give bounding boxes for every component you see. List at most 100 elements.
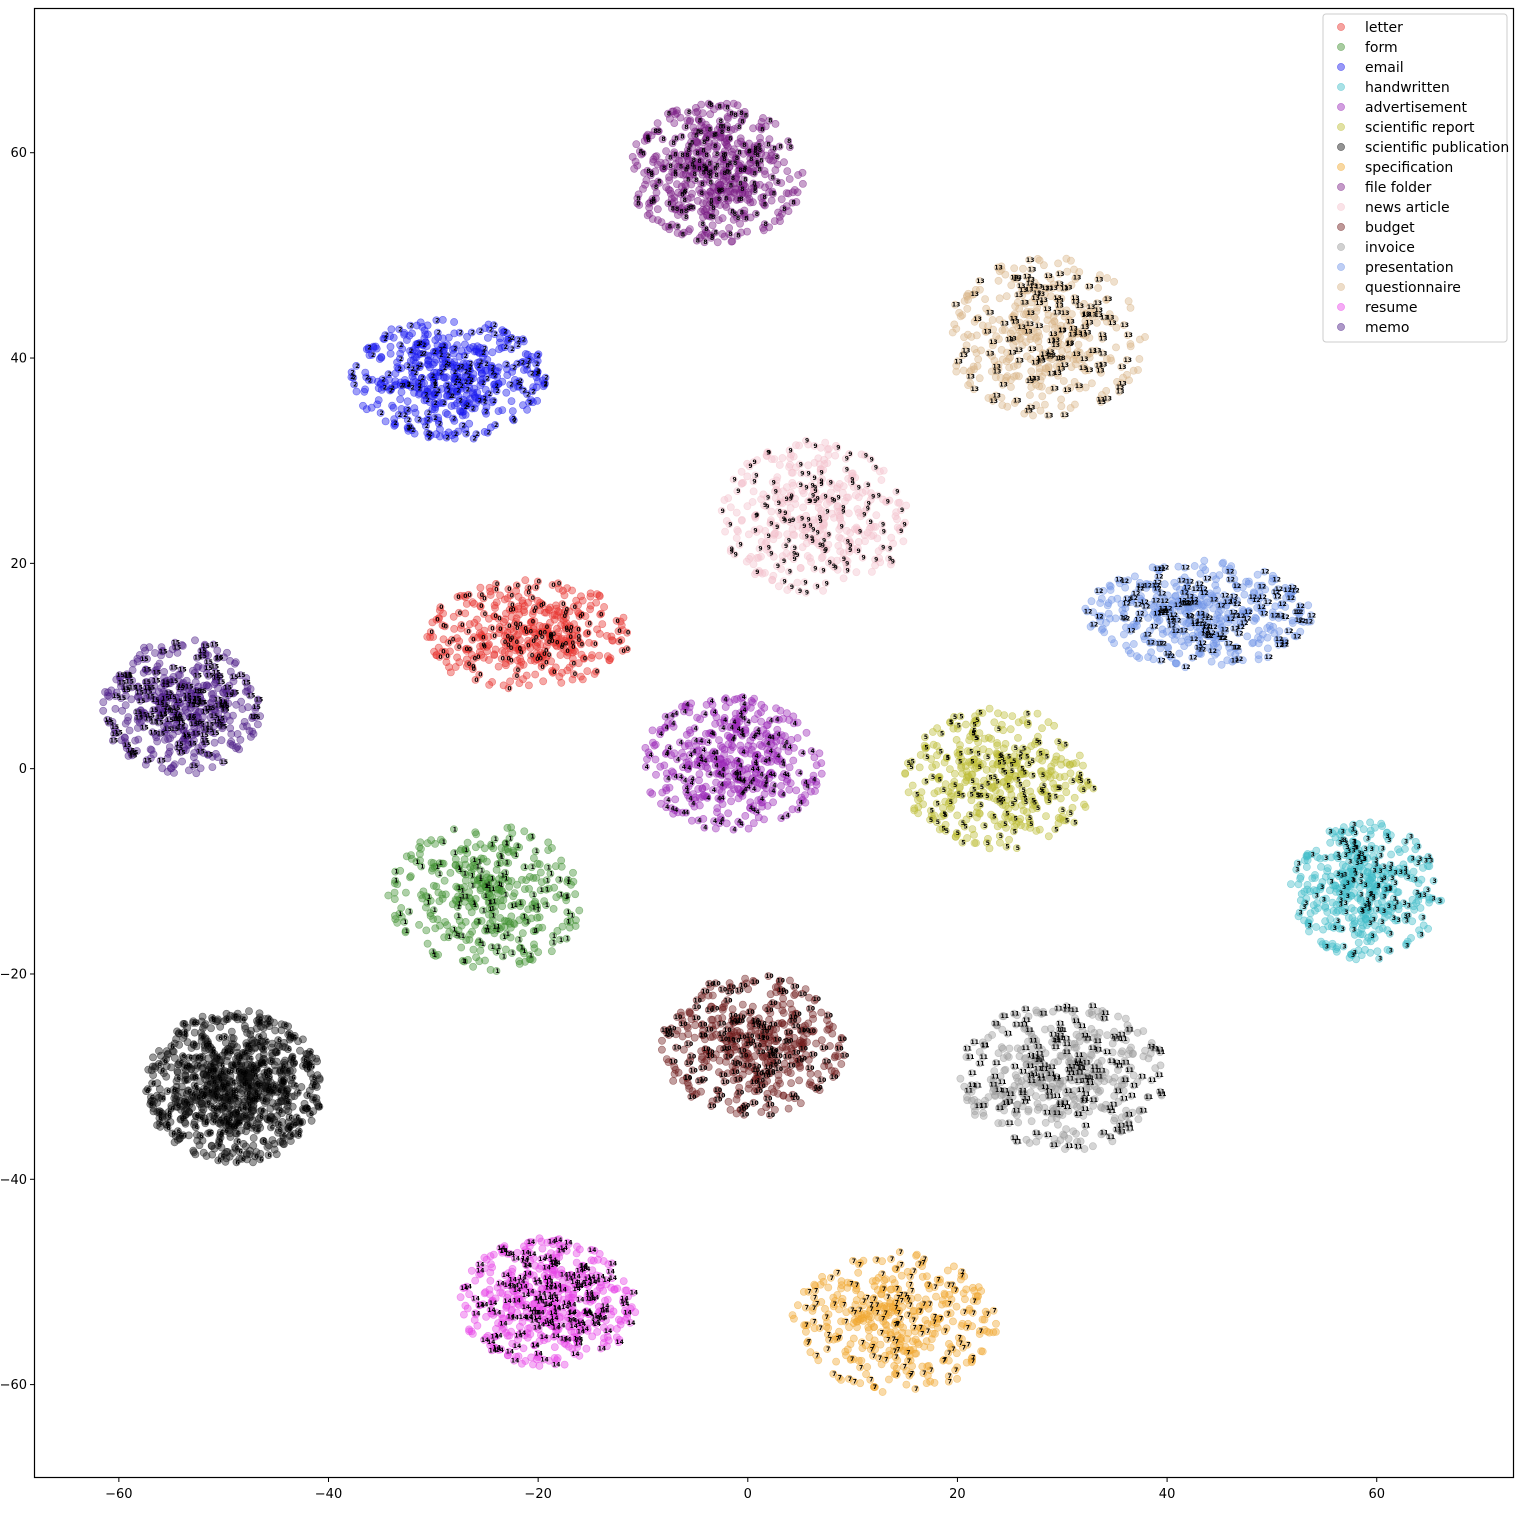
data-point [553, 611, 561, 620]
data-point [837, 534, 845, 543]
data-point [469, 962, 477, 971]
data-point [1042, 812, 1050, 820]
data-point [583, 667, 592, 675]
data-point [972, 839, 980, 847]
data-point [440, 622, 449, 631]
data-point [617, 636, 626, 644]
data-point [733, 101, 742, 110]
data-point [712, 778, 720, 787]
data-point [1424, 924, 1432, 933]
data-point [912, 1251, 920, 1260]
data-point [652, 770, 660, 779]
data-point [950, 1262, 958, 1271]
data-point [528, 610, 537, 618]
data-point [722, 203, 731, 211]
data-point [929, 728, 937, 736]
data-point [757, 708, 765, 716]
data-point [1008, 712, 1017, 720]
data-point [577, 672, 585, 681]
data-point [1401, 845, 1409, 853]
data-point [1022, 779, 1031, 788]
data-point [844, 493, 853, 502]
data-point [1017, 821, 1025, 830]
data-point [932, 1292, 940, 1301]
data-point [415, 850, 424, 858]
data-point [249, 1134, 258, 1142]
data-point [727, 797, 735, 806]
data-point [1061, 781, 1070, 790]
data-point [432, 430, 441, 439]
data-point [494, 662, 503, 671]
data-point [643, 211, 652, 220]
data-point [766, 156, 775, 165]
data-point [1328, 939, 1337, 948]
data-point [1000, 711, 1009, 719]
data-point [908, 781, 917, 790]
data-point [406, 872, 415, 881]
data-point [849, 1334, 858, 1343]
data-point [575, 906, 584, 915]
data-point [784, 189, 793, 198]
data-point [606, 654, 615, 662]
data-point [515, 679, 524, 687]
data-point [381, 417, 390, 426]
data-point [447, 402, 456, 410]
data-point [825, 444, 833, 453]
data-point [488, 348, 497, 357]
data-point [759, 114, 767, 122]
data-point [473, 615, 481, 624]
data-point [593, 590, 601, 598]
data-point [578, 596, 587, 605]
data-point [468, 662, 477, 671]
data-point [648, 790, 657, 798]
data-point [854, 1268, 863, 1277]
data-point [1005, 835, 1013, 844]
data-point [771, 166, 780, 174]
data-point [749, 819, 758, 828]
data-point [806, 1348, 815, 1357]
data-point [1361, 946, 1369, 954]
data-point [1066, 769, 1075, 778]
data-point [461, 609, 470, 618]
data-point [509, 919, 518, 928]
data-point [577, 592, 585, 601]
data-point [227, 1027, 236, 1036]
data-point [1056, 794, 1065, 803]
data-point [463, 627, 472, 636]
data-point [915, 763, 924, 772]
data-point [362, 405, 371, 414]
data-point [401, 888, 410, 897]
data-point [453, 653, 461, 662]
data-point [449, 612, 458, 621]
data-point [761, 170, 769, 179]
data-point [985, 704, 994, 713]
data-point [758, 742, 766, 751]
data-point [441, 918, 449, 926]
data-point [1368, 874, 1377, 882]
data-point [832, 484, 841, 493]
data-point [989, 1328, 998, 1337]
data-point [396, 395, 405, 404]
data-point [458, 411, 467, 420]
data-point [771, 120, 780, 128]
data-point [789, 756, 798, 765]
data-point [885, 1375, 893, 1384]
data-point [478, 641, 487, 649]
data-point [788, 468, 797, 477]
data-point [477, 369, 486, 378]
data-point [749, 742, 757, 751]
data-point [962, 720, 970, 729]
data-point [806, 554, 814, 562]
data-point [978, 1347, 987, 1356]
data-point [307, 1116, 316, 1125]
data-point [544, 838, 553, 847]
data-point [1033, 709, 1042, 718]
data-point [843, 1345, 852, 1354]
data-point [961, 778, 970, 786]
data-point [768, 576, 777, 585]
data-point [592, 598, 601, 607]
data-point [926, 1343, 935, 1352]
data-point [422, 926, 431, 935]
data-point [476, 583, 485, 592]
